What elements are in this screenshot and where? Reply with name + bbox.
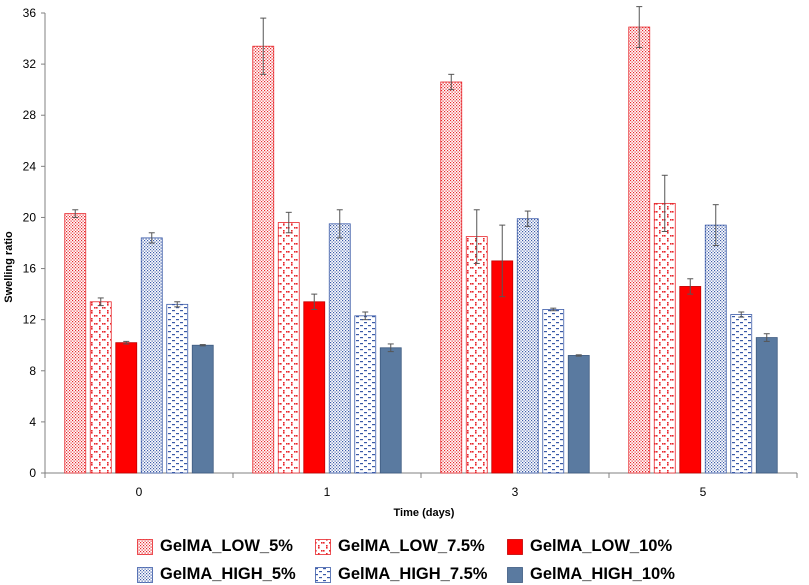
bar bbox=[628, 26, 651, 474]
y-tick-label: 28 bbox=[23, 108, 37, 122]
y-tick-label: 4 bbox=[29, 415, 36, 429]
y-tick-label: 32 bbox=[23, 57, 37, 71]
legend-label-high-5: GelMA_HIGH_5% bbox=[160, 565, 296, 583]
legend-item-high-7-5: GelMA_HIGH_7.5% bbox=[315, 565, 487, 584]
bar bbox=[679, 286, 702, 474]
legend-swatch-low-7-5 bbox=[315, 538, 331, 555]
legend-item-high-5: GelMA_HIGH_5% bbox=[137, 565, 296, 584]
legend-label-low-5: GelMA_LOW_5% bbox=[160, 537, 293, 555]
y-tick-label: 24 bbox=[23, 159, 37, 173]
legend-item-low-7-5: GelMA_LOW_7.5% bbox=[315, 537, 485, 556]
legend-swatch-low-5 bbox=[137, 538, 153, 555]
x-tick-label: 1 bbox=[324, 485, 331, 499]
bar bbox=[653, 202, 676, 474]
bar bbox=[89, 301, 112, 474]
y-tick-label: 36 bbox=[23, 6, 37, 20]
bar bbox=[704, 224, 727, 474]
bar bbox=[516, 218, 539, 474]
bar bbox=[166, 303, 189, 474]
legend-swatch-low-10 bbox=[507, 538, 523, 555]
bar bbox=[191, 344, 214, 474]
y-tick-label: 0 bbox=[29, 466, 36, 480]
bar bbox=[64, 213, 87, 474]
y-tick-label: 16 bbox=[23, 262, 37, 276]
x-axis-title: Time (days) bbox=[394, 507, 455, 519]
legend-label-low-7-5: GelMA_LOW_7.5% bbox=[338, 537, 485, 555]
bar bbox=[252, 45, 275, 474]
legend-item-low-10: GelMA_LOW_10% bbox=[507, 537, 672, 556]
bar bbox=[328, 223, 351, 474]
y-axis-title: Swelling ratio bbox=[3, 231, 15, 303]
legend-swatch-high-10 bbox=[507, 566, 523, 583]
legend-label-low-10: GelMA_LOW_10% bbox=[530, 537, 673, 555]
legend-item-low-5: GelMA_LOW_5% bbox=[137, 537, 293, 556]
legend-item-high-10: GelMA_HIGH_10% bbox=[507, 565, 675, 584]
y-tick-label: 20 bbox=[23, 210, 37, 224]
y-tick-label: 12 bbox=[23, 313, 37, 327]
bar bbox=[379, 347, 402, 474]
bar bbox=[465, 236, 488, 474]
y-tick-label: 8 bbox=[29, 364, 36, 378]
bar bbox=[115, 342, 138, 474]
x-tick-label: 3 bbox=[512, 485, 519, 499]
bar bbox=[440, 81, 463, 474]
bar bbox=[730, 314, 753, 474]
x-tick-label: 0 bbox=[136, 485, 143, 499]
legend-swatch-high-7-5 bbox=[315, 566, 331, 583]
bar bbox=[567, 355, 590, 474]
bar bbox=[755, 337, 778, 474]
bar bbox=[277, 222, 300, 474]
x-tick-label: 5 bbox=[700, 485, 707, 499]
legend-label-high-10: GelMA_HIGH_10% bbox=[530, 565, 675, 583]
bar bbox=[354, 315, 377, 474]
bar bbox=[542, 309, 565, 474]
legend-swatch-high-5 bbox=[137, 566, 153, 583]
bar bbox=[303, 301, 326, 474]
bar bbox=[140, 237, 163, 474]
legend-label-high-7-5: GelMA_HIGH_7.5% bbox=[338, 565, 488, 583]
